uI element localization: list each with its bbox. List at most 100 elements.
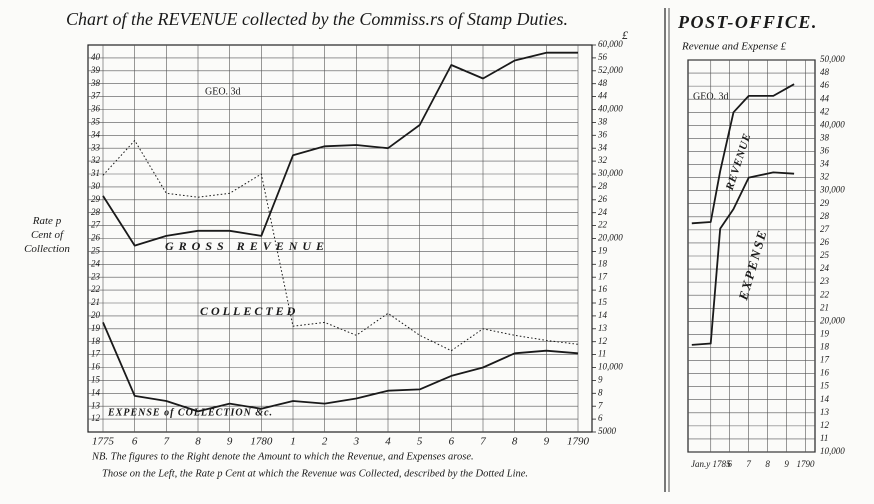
y2-tick-label: 32: [819, 172, 830, 182]
footnote: Those on the Left, the Rate p Cent at wh…: [102, 468, 528, 479]
y2-tick-label: 34: [597, 142, 608, 152]
y2-tick-label: 10,000: [598, 362, 623, 372]
y2-tick-label: 17: [598, 271, 608, 281]
y2-tick-label: 50,000: [820, 54, 845, 64]
y2-tick-label: 17: [820, 355, 830, 365]
y2-tick-label: 15: [598, 297, 608, 307]
series-label: EXPENSE: [735, 227, 770, 303]
y2-tick-label: 30,000: [597, 168, 623, 178]
y-axis-label: Rate p Cent of Collection: [24, 215, 70, 255]
y2-tick-label: 13: [820, 407, 830, 417]
y2-tick-label: 13: [598, 323, 608, 333]
series-line: [691, 171, 795, 346]
y2-tick-label: 9: [598, 374, 603, 384]
y-tick-label: 21: [91, 297, 100, 307]
y2-tick-label: 22: [820, 289, 830, 299]
y-tick-label: 29: [91, 194, 101, 204]
chart-subtitle: Revenue and Expense £: [681, 41, 787, 53]
y2-tick-label: 6: [598, 413, 603, 423]
footnote: NB. The figures to the Right denote the …: [91, 451, 474, 462]
x-tick-label: 6: [132, 436, 138, 448]
y2-tick-label: 42: [820, 106, 830, 116]
y-tick-label: 28: [91, 207, 101, 217]
x-tick-label: 1780: [250, 436, 273, 448]
x-tick-label: 3: [353, 436, 360, 448]
y-tick-label: 38: [90, 78, 101, 88]
y2-tick-label: 11: [598, 349, 606, 359]
y-tick-label: 23: [91, 271, 101, 281]
x-tick-label: 1775: [92, 436, 115, 448]
y-tick-label: 15: [91, 374, 101, 384]
y2-tick-label: 16: [598, 284, 608, 294]
y2-tick-label: 52,000: [598, 65, 623, 75]
y-tick-label: 32: [90, 155, 101, 165]
y2-tick-label: 12: [820, 420, 830, 430]
y-tick-label: 34: [90, 129, 101, 139]
x-tick-label: 9: [227, 436, 233, 448]
x-tick-label: 6: [449, 436, 455, 448]
y-tick-label: 18: [91, 336, 101, 346]
y-tick-label: 17: [91, 349, 101, 359]
y2-tick-label: 28: [598, 181, 608, 191]
series-label: REVENUE: [724, 131, 754, 192]
y-tick-label: 20: [91, 310, 101, 320]
y2-tick-label: 20,000: [598, 233, 623, 243]
y2-tick-label: 14: [820, 394, 830, 404]
y2-tick-label: 34: [819, 159, 830, 169]
y2-tick-label: 24: [820, 263, 830, 273]
series-label: GROSS REVENUE: [165, 239, 329, 253]
y-tick-label: 16: [91, 362, 101, 372]
y2-tick-label: 40,000: [598, 104, 623, 114]
y2-tick-label: 8: [598, 387, 603, 397]
y2-tick-label: 26: [598, 194, 608, 204]
y2-tick-label: 60,000: [598, 39, 623, 49]
x-tick-label: 8: [765, 459, 770, 469]
y2-tick-label: 16: [820, 368, 830, 378]
x-tick-label: 7: [480, 436, 486, 448]
series-label: EXPENSE of COLLECTION &c.: [107, 407, 273, 418]
y-tick-label: 39: [90, 65, 101, 75]
y2-axis-unit: £: [622, 28, 628, 42]
y-tick-label: 13: [91, 400, 101, 410]
y2-tick-label: 44: [598, 91, 608, 101]
y2-tick-label: 25: [820, 250, 830, 260]
y2-tick-label: 29: [820, 198, 830, 208]
y-tick-label: 22: [91, 284, 101, 294]
x-tick-label: 1790: [797, 459, 816, 469]
y2-tick-label: 38: [597, 116, 608, 126]
x-tick-label: 9: [544, 436, 550, 448]
x-tick-label: 1: [290, 436, 296, 448]
y-tick-label: 35: [90, 116, 101, 126]
y2-tick-label: 10,000: [820, 446, 845, 456]
y-tick-label: 31: [90, 168, 100, 178]
x-tick-label: 8: [512, 436, 518, 448]
series-line: [102, 322, 579, 413]
y2-tick-label: 27: [820, 224, 830, 234]
x-tick-label: 5: [417, 436, 423, 448]
y2-tick-label: 15: [820, 381, 830, 391]
x-tick-label: 9: [784, 459, 789, 469]
y2-tick-label: 23: [820, 276, 830, 286]
y2-tick-label: 40,000: [820, 119, 845, 129]
y-tick-label: 24: [91, 258, 101, 268]
y2-tick-label: 26: [820, 237, 830, 247]
chart-title: Chart of the REVENUE collected by the Co…: [66, 9, 568, 29]
y-tick-label: 19: [91, 323, 101, 333]
series-line: [102, 51, 578, 247]
y2-tick-label: 14: [598, 310, 608, 320]
x-tick-label: 4: [385, 436, 391, 448]
y-tick-label: 26: [91, 233, 101, 243]
y2-tick-label: 38: [819, 132, 830, 142]
y2-tick-label: 21: [820, 302, 829, 312]
y2-tick-label: 44: [820, 93, 830, 103]
y2-tick-label: 48: [820, 67, 830, 77]
annotation: GEO. 3d: [205, 86, 241, 97]
y2-tick-label: 20,000: [820, 315, 845, 325]
y2-tick-label: 18: [598, 258, 608, 268]
y2-tick-label: 18: [820, 342, 830, 352]
x-tick-label: 1790: [567, 436, 590, 448]
y2-tick-label: 36: [597, 129, 608, 139]
y2-tick-label: 30,000: [819, 185, 845, 195]
